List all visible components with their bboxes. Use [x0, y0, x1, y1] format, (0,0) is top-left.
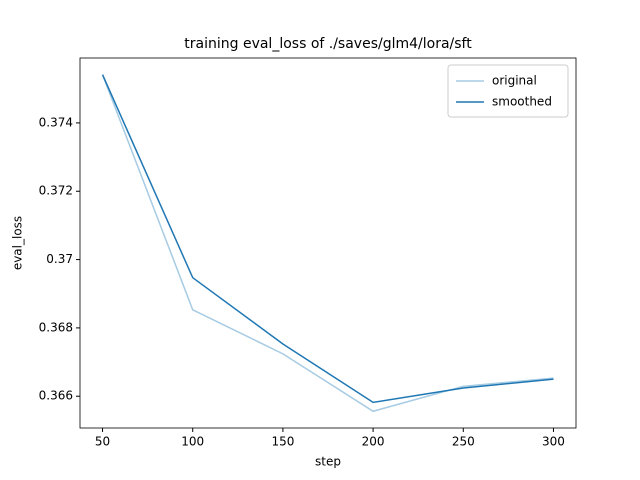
legend-label: original	[492, 74, 537, 88]
x-tick-label: 200	[362, 435, 385, 449]
x-tick-label: 100	[181, 435, 204, 449]
plot-frame	[79, 57, 577, 429]
y-axis-label: eval_loss	[11, 216, 25, 270]
y-tick-label: 0.374	[39, 115, 73, 129]
data-line	[101, 74, 554, 404]
x-tick-label: 250	[452, 435, 475, 449]
x-tick-label: 300	[542, 435, 565, 449]
x-axis-label: step	[315, 455, 341, 469]
y-tick-label: 0.372	[39, 184, 73, 198]
y-tick-label: 0.37	[46, 252, 73, 266]
y-tick-label: 0.368	[39, 320, 73, 334]
data-line	[101, 74, 554, 413]
x-tick-label: 150	[271, 435, 294, 449]
y-tick-label: 0.366	[39, 389, 73, 403]
x-tick-label: 50	[95, 435, 110, 449]
chart-title: training eval_loss of ./saves/glm4/lora/…	[184, 36, 472, 52]
legend-box	[447, 64, 569, 118]
legend-label: smoothed	[492, 95, 552, 109]
